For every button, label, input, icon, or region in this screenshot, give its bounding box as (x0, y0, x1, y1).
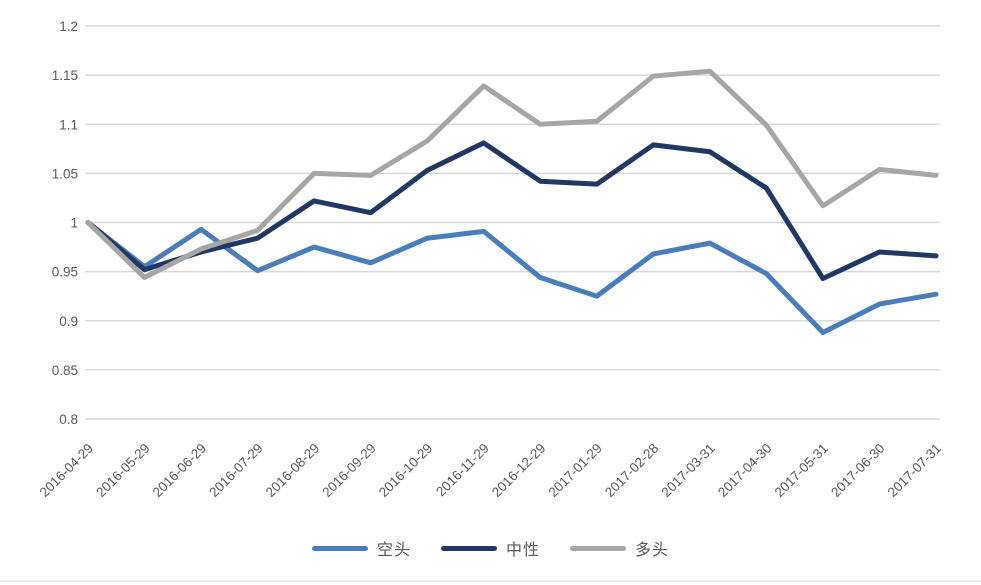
y-tick-label: 1.05 (52, 166, 78, 181)
bottom-divider (0, 580, 981, 582)
legend-swatch-short-icon (311, 545, 368, 551)
x-tick-label: 2016-10-29 (376, 441, 435, 500)
legend-swatch-neutral-icon (440, 545, 497, 551)
series-line-1 (85, 140, 939, 282)
chart-legend: 空头 中性 多头 (0, 536, 981, 560)
x-tick-label: 2016-07-29 (206, 441, 265, 500)
y-tick-label: 0.85 (52, 363, 78, 378)
x-tick-label: 2016-08-29 (263, 441, 322, 500)
y-tick-label: 0.8 (59, 412, 78, 427)
series-line-0 (85, 220, 939, 336)
x-tick-label: 2016-09-29 (319, 441, 378, 500)
x-tick-label: 2017-02-28 (602, 441, 661, 500)
x-tick-label: 2017-03-31 (659, 441, 718, 500)
y-tick-label: 0.9 (59, 314, 78, 329)
legend-swatch-long-icon (570, 545, 626, 551)
series-line-2 (85, 68, 939, 281)
y-tick-label: 1.15 (52, 68, 78, 83)
x-tick-label: 2016-04-29 (37, 441, 96, 500)
x-tick-label: 2016-06-29 (150, 441, 209, 500)
legend-item-short: 空头 (311, 536, 411, 560)
legend-item-long: 多头 (570, 536, 669, 560)
y-tick-label: 1.1 (59, 117, 78, 132)
legend-label-long: 多头 (635, 542, 670, 559)
y-tick-label: 1 (70, 216, 78, 231)
legend-label-short: 空头 (376, 542, 411, 559)
x-tick-label: 2016-12-29 (489, 441, 548, 500)
x-tick-label: 2017-01-29 (545, 441, 604, 500)
x-tick-label: 2017-04-30 (715, 441, 774, 500)
x-tick-label: 2017-05-31 (772, 441, 831, 500)
y-tick-label: 0.95 (52, 265, 78, 280)
x-tick-label: 2016-05-29 (93, 441, 152, 500)
y-tick-label: 1.2 (59, 19, 78, 34)
x-tick-label: 2017-07-31 (885, 441, 944, 500)
x-tick-label: 2017-06-30 (828, 441, 887, 500)
legend-item-neutral: 中性 (440, 536, 540, 560)
x-tick-label: 2016-11-29 (433, 441, 492, 500)
legend-label-neutral: 中性 (505, 542, 540, 559)
